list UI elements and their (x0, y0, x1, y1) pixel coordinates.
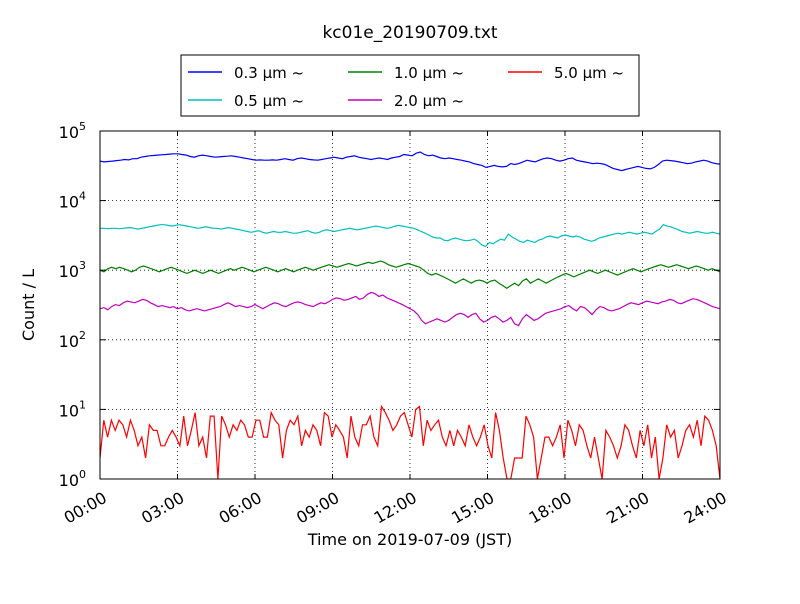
legend: 0.3 μm ~ 0.5 μm ~ 1.0 μm ~ 2.0 μm ~ 5.0 μm ~ (180, 54, 640, 117)
y-tick-label: 104 (59, 190, 86, 212)
series-layer (100, 151, 720, 479)
series-line-3 (100, 291, 720, 327)
y-tick-label: 100 (59, 468, 86, 490)
legend-label-2: 1.0 μm ~ (394, 64, 464, 82)
x-tick-label: 12:00 (371, 488, 420, 528)
x-tick-label: 09:00 (293, 488, 342, 528)
legend-label-0: 0.3 μm ~ (234, 64, 304, 82)
grid-lines (100, 131, 720, 479)
x-axis: 00:00 03:00 06:00 09:00 12:00 15:00 18:00 21:00… (61, 131, 730, 528)
legend-label-3: 2.0 μm ~ (394, 92, 464, 110)
x-tick-label: 21:00 (603, 488, 652, 528)
series-line-4 (100, 404, 720, 479)
y-tick-label: 102 (59, 329, 86, 351)
legend-label-4: 5.0 μm ~ (554, 64, 624, 82)
x-axis-label: Time on 2019-07-09 (JST) (307, 530, 512, 549)
y-tick-label: 103 (59, 259, 86, 281)
y-tick-label: 105 (59, 120, 86, 142)
x-tick-label: 24:00 (681, 488, 730, 528)
chart-title: kc01e_20190709.txt (322, 23, 497, 43)
x-tick-label: 03:00 (138, 488, 187, 528)
legend-frame (180, 54, 640, 117)
x-tick-label: 06:00 (216, 488, 265, 528)
x-tick-label: 18:00 (526, 488, 575, 528)
y-axis: 100 101 102 103 104 105 (59, 120, 720, 490)
series-line-1 (100, 223, 720, 248)
legend-label-1: 0.5 μm ~ (234, 92, 304, 110)
series-line-0 (100, 151, 720, 172)
y-axis-label: Count / L (19, 269, 38, 341)
x-tick-label: 00:00 (61, 488, 110, 528)
x-tick-label: 15:00 (448, 488, 497, 528)
series-line-2 (100, 260, 720, 290)
y-tick-label: 101 (59, 398, 86, 420)
